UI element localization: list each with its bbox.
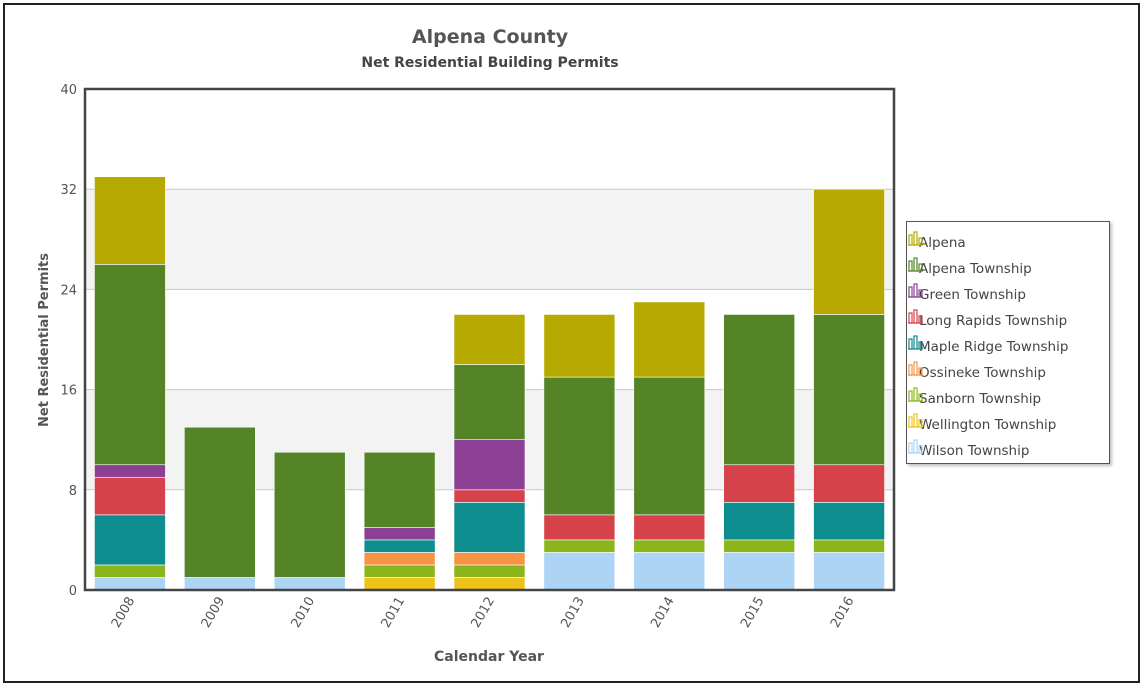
legend-label: Sanborn Township — [919, 391, 1042, 407]
bar-segment-maple-ridge-township-2015 — [723, 502, 795, 541]
bar-segment-wilson-township-2008 — [94, 577, 166, 591]
bar-segment-long-rapids-township-2013 — [543, 514, 616, 541]
bar-segment-alpena-township-2013 — [543, 376, 616, 516]
bar-chart-icon — [908, 283, 923, 298]
bar-segment-wilson-township-2014 — [633, 552, 706, 591]
bar-segment-sanborn-township-2008 — [94, 564, 166, 578]
bar-segment-long-rapids-township-2012 — [453, 489, 526, 503]
bar-segment-alpena-township-2016 — [813, 314, 885, 466]
chart-subtitle: Net Residential Building Permits — [361, 55, 619, 71]
bar-segment-wellington-township-2011 — [363, 577, 436, 591]
legend-label: Wilson Township — [919, 443, 1030, 459]
y-axis-label: Net Residential Permits — [37, 253, 52, 427]
x-tick-label: 2014 — [648, 595, 678, 631]
bars — [94, 176, 885, 591]
bar-segment-maple-ridge-township-2008 — [94, 514, 166, 566]
bar-segment-alpena-2013 — [543, 314, 616, 378]
y-tick-label: 24 — [60, 283, 77, 298]
bar-segment-alpena-2012 — [453, 314, 526, 365]
bar-chart-icon — [908, 361, 923, 376]
legend-label: Wellington Township — [919, 417, 1057, 433]
x-axis-ticks: 2008 2009 2010 2011 2012 2013 2014 2015 2016 — [109, 595, 858, 631]
bar-segment-sanborn-township-2012 — [453, 564, 526, 578]
legend-item[interactable]: Long Rapids Township — [907, 308, 1109, 334]
bar-segment-alpena-township-2010 — [273, 451, 346, 578]
bar-segment-sanborn-township-2016 — [813, 539, 885, 553]
bar-segment-alpena-township-2014 — [633, 376, 706, 516]
legend-item[interactable]: Green Township — [907, 282, 1109, 308]
bar-chart-icon — [908, 335, 923, 350]
bar-segment-sanborn-township-2015 — [723, 539, 795, 553]
legend-item[interactable]: Wellington Township — [907, 412, 1109, 438]
bar-segment-sanborn-township-2011 — [363, 564, 436, 578]
bar-chart-icon — [908, 439, 923, 454]
x-tick-label: 2012 — [468, 595, 498, 631]
bar-segment-alpena-township-2012 — [453, 364, 526, 440]
x-tick-label: 2010 — [289, 595, 319, 631]
bar-segment-ossineke-township-2011 — [363, 552, 436, 566]
x-tick-label: 2008 — [109, 595, 139, 631]
x-axis-label: Calendar Year — [434, 649, 544, 665]
bar-chart-icon — [908, 257, 923, 272]
legend-item[interactable]: Alpena — [907, 230, 1109, 256]
bar-segment-ossineke-township-2012 — [453, 552, 526, 566]
x-tick-label: 2013 — [558, 595, 588, 631]
bar-segment-alpena-2016 — [813, 188, 885, 315]
bar-segment-green-township-2008 — [94, 464, 166, 478]
bar-segment-green-township-2012 — [453, 439, 526, 491]
legend-item[interactable]: Alpena Township — [907, 256, 1109, 282]
legend-item[interactable]: Ossineke Township — [907, 360, 1109, 386]
bar-chart-icon — [908, 231, 923, 246]
legend-label: Long Rapids Township — [919, 313, 1068, 329]
x-tick-label: 2009 — [199, 595, 229, 631]
legend: Alpena Alpena Township Green Township Long … — [906, 221, 1110, 464]
x-tick-label: 2011 — [379, 595, 409, 631]
y-axis-ticks: 0 8 16 24 32 40 — [60, 83, 77, 599]
legend-label: Alpena Township — [919, 261, 1032, 277]
bar-segment-green-township-2011 — [363, 527, 436, 541]
bar-segment-wilson-township-2010 — [273, 577, 346, 591]
x-tick-label: 2015 — [738, 595, 768, 631]
bar-segment-wilson-township-2009 — [184, 577, 256, 591]
bar-segment-alpena-township-2011 — [363, 451, 436, 528]
bar-segment-maple-ridge-township-2016 — [813, 502, 885, 541]
legend-item[interactable]: Sanborn Township — [907, 386, 1109, 412]
bar-segment-sanborn-township-2013 — [543, 539, 616, 553]
bar-segment-maple-ridge-township-2011 — [363, 539, 436, 553]
x-tick-label: 2016 — [828, 595, 858, 631]
legend-label: Alpena — [919, 235, 966, 251]
bar-segment-wilson-township-2016 — [813, 552, 885, 591]
bar-segment-long-rapids-township-2015 — [723, 464, 795, 503]
legend-label: Ossineke Township — [919, 365, 1046, 381]
legend-label: Maple Ridge Township — [919, 339, 1069, 355]
bar-segment-alpena-2008 — [94, 176, 166, 265]
bar-segment-alpena-2014 — [633, 301, 706, 378]
bar-segment-wilson-township-2015 — [723, 552, 795, 591]
bar-chart-icon — [908, 413, 923, 428]
bar-segment-sanborn-township-2014 — [633, 539, 706, 553]
plot-border — [83, 87, 896, 592]
y-tick-label: 40 — [60, 83, 77, 98]
y-tick-label: 8 — [69, 484, 77, 499]
legend-label: Green Township — [919, 287, 1026, 303]
legend-item[interactable]: Maple Ridge Township — [907, 334, 1109, 360]
bar-segment-long-rapids-township-2016 — [813, 464, 885, 503]
bar-segment-maple-ridge-township-2012 — [453, 502, 526, 553]
bar-segment-wellington-township-2012 — [453, 577, 526, 591]
bar-segment-long-rapids-township-2014 — [633, 514, 706, 541]
bar-segment-alpena-township-2015 — [723, 314, 795, 466]
bar-segment-alpena-township-2009 — [184, 426, 256, 578]
y-tick-label: 16 — [60, 384, 77, 399]
bar-segment-alpena-township-2008 — [94, 264, 166, 466]
legend-item[interactable]: Wilson Township — [907, 438, 1109, 464]
bar-chart-icon — [908, 309, 923, 324]
bar-segment-wilson-township-2013 — [543, 552, 616, 591]
bar-chart-icon — [908, 387, 923, 402]
y-tick-label: 32 — [60, 183, 77, 198]
chart-title: Alpena County — [411, 26, 569, 48]
plot-band — [85, 189, 894, 290]
bar-segment-long-rapids-township-2008 — [94, 476, 166, 516]
y-tick-label: 0 — [69, 584, 77, 599]
